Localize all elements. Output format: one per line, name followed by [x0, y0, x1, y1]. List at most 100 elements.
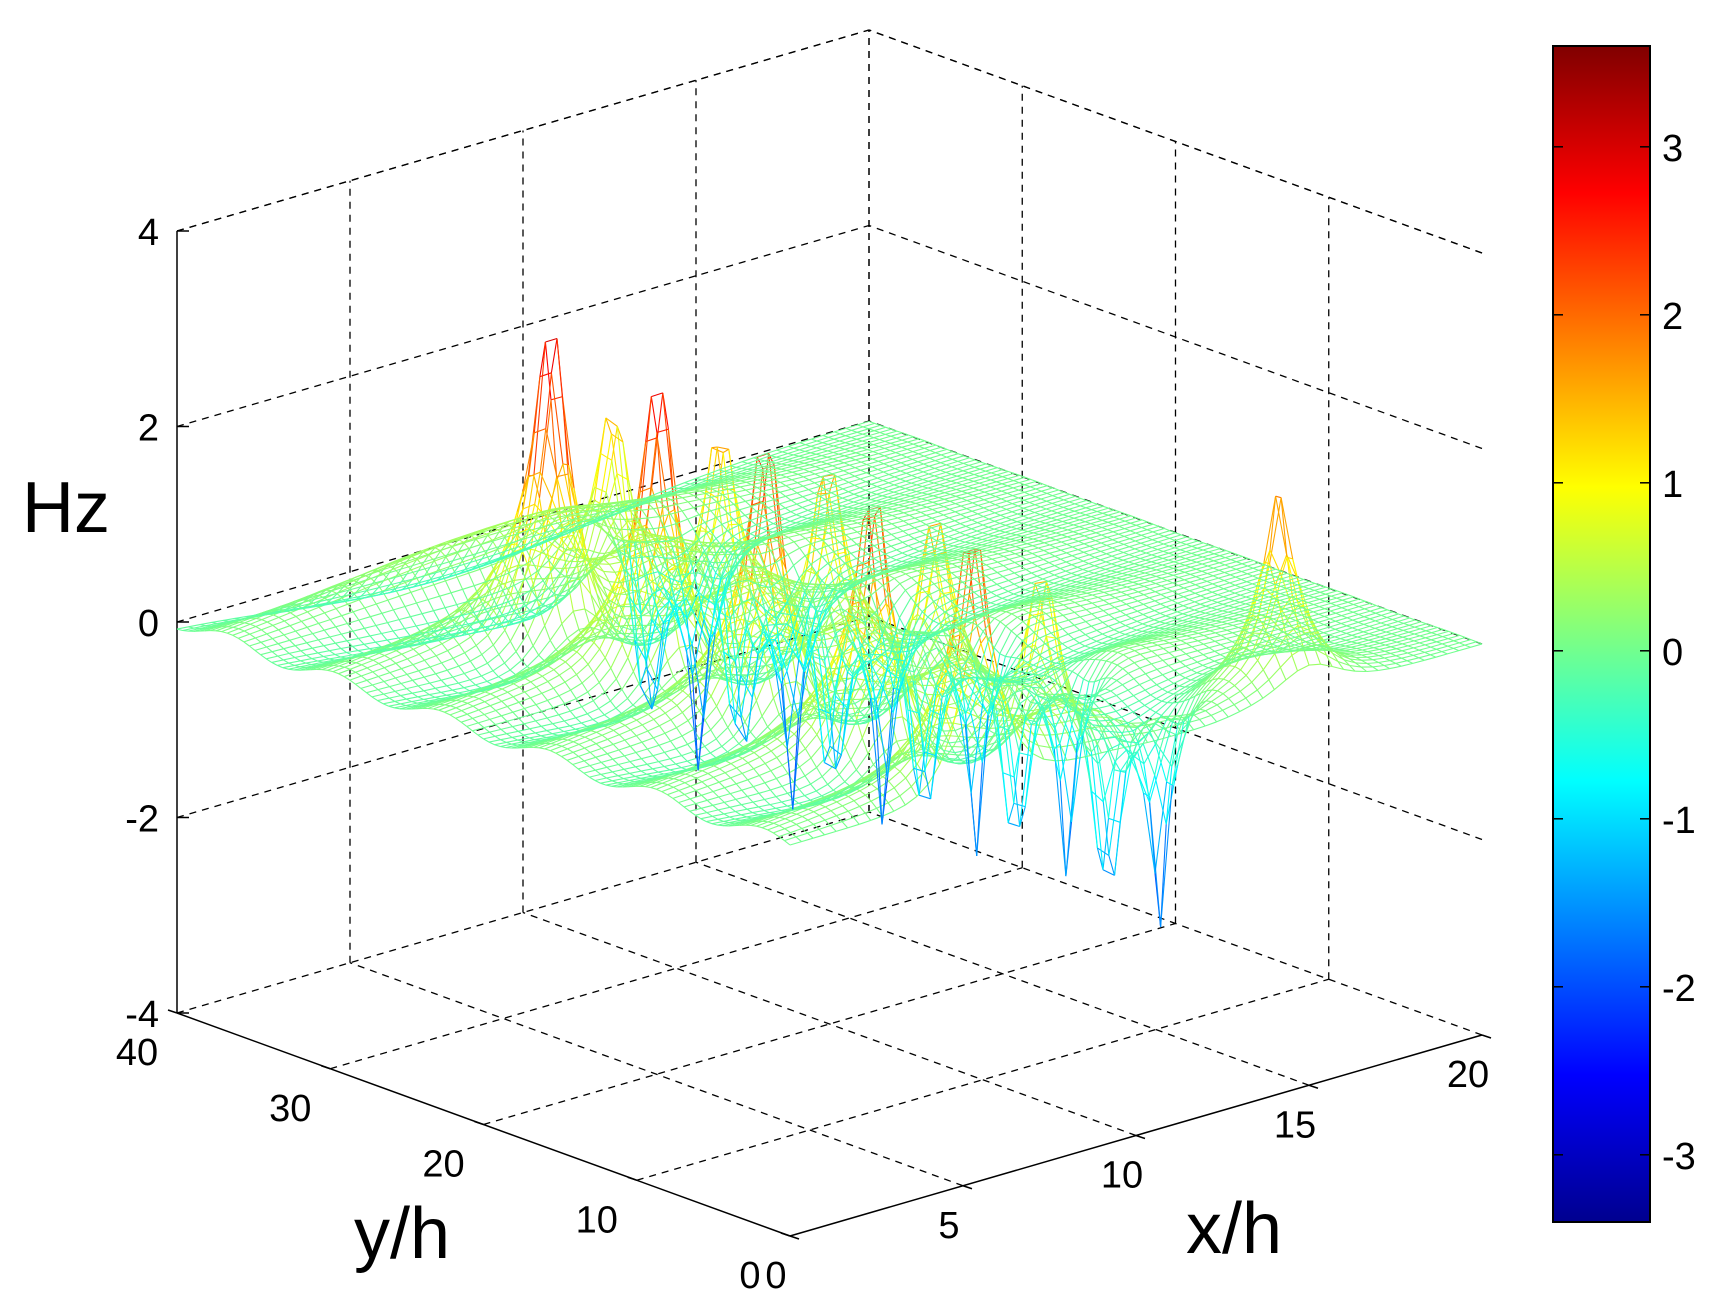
mesh-segment [1073, 638, 1080, 644]
mesh-segment [1139, 663, 1152, 669]
mesh-segment [1403, 622, 1410, 626]
mesh-segment [1192, 628, 1205, 633]
mesh-segment [1173, 677, 1186, 684]
mesh-segment [1330, 599, 1343, 604]
mesh-segment [1038, 544, 1050, 549]
mesh-segment [1258, 577, 1265, 581]
mesh-segment [986, 553, 999, 558]
mesh-segment [1130, 519, 1143, 524]
mesh-segment [1248, 653, 1261, 658]
mesh-segment [1157, 552, 1169, 558]
mesh-segment [997, 568, 1009, 574]
mesh-segment [1211, 591, 1219, 596]
mesh-segment [1049, 544, 1056, 549]
mesh-segment [1181, 729, 1194, 734]
mesh-segment [1138, 700, 1146, 706]
mesh-segment [1109, 584, 1122, 589]
mesh-segment [1146, 536, 1153, 541]
mesh-segment [1190, 563, 1203, 568]
mesh-segment [1044, 532, 1057, 537]
mesh-segment [983, 698, 991, 705]
mesh-segment [1008, 684, 1021, 686]
mesh-segment [1103, 591, 1110, 596]
mesh-segment [1071, 724, 1078, 741]
mesh-segment [1247, 569, 1259, 575]
mesh-segment [1268, 593, 1281, 598]
mesh-segment [1017, 505, 1024, 509]
mesh-segment [1045, 613, 1052, 619]
mesh-segment [1030, 578, 1043, 584]
mesh-segment [1395, 660, 1408, 664]
mesh-segment [1286, 584, 1298, 589]
mesh-segment [1093, 580, 1105, 585]
mesh-segment [1103, 589, 1116, 593]
mesh-segment [1176, 614, 1189, 620]
mesh-segment [1115, 706, 1128, 712]
mesh-segment [1108, 625, 1115, 631]
mesh-segment [1251, 590, 1258, 595]
mesh-segment [1014, 572, 1021, 578]
mesh-segment [1084, 717, 1091, 729]
mesh-segment [1055, 529, 1068, 534]
mesh-segment [1029, 645, 1036, 666]
mesh-segment [1159, 623, 1171, 629]
mesh-segment [1002, 772, 1015, 778]
mesh-segment [1013, 480, 1020, 484]
mesh-segment [1177, 590, 1190, 595]
mesh-segment [989, 509, 996, 514]
mesh-segment [1256, 679, 1270, 691]
mesh-segment [1160, 603, 1167, 608]
mesh-segment [1061, 650, 1074, 657]
mesh-segment [1013, 752, 1020, 804]
mesh-segment [1059, 723, 1067, 744]
mesh-segment [989, 506, 1001, 511]
mesh-segment [1096, 625, 1109, 631]
mesh-segment [1168, 649, 1181, 654]
mesh-segment [1110, 690, 1117, 696]
mesh-segment [1013, 776, 1021, 827]
mesh-segment [1076, 716, 1090, 753]
mesh-segment [1217, 594, 1224, 598]
mesh-segment [1104, 571, 1117, 577]
mesh-segment [988, 514, 1001, 520]
mesh-segment [1007, 485, 1014, 489]
mesh-segment [1044, 643, 1052, 650]
mesh-segment [1245, 592, 1258, 598]
mesh-segment [998, 657, 1012, 688]
mesh-segment [985, 583, 998, 589]
mesh-segment [1174, 547, 1181, 551]
mesh-segment [1135, 635, 1148, 640]
mesh-segment [1293, 636, 1300, 642]
mesh-segment [1116, 561, 1129, 567]
mesh-segment [954, 516, 967, 522]
mesh-segment [1186, 540, 1198, 545]
mesh-segment [1340, 627, 1353, 632]
mesh-segment [1158, 533, 1165, 537]
mesh-segment [1268, 667, 1281, 681]
mesh-segment [971, 524, 984, 530]
mesh-segment [973, 477, 986, 482]
mesh-segment [1230, 563, 1243, 568]
mesh-segment [993, 524, 1006, 530]
mesh-segment [942, 529, 955, 535]
mesh-segment [1378, 660, 1391, 664]
mesh-segment [1095, 544, 1107, 550]
mesh-segment [1314, 586, 1327, 591]
mesh-segment [1048, 567, 1061, 573]
mesh-segment [1085, 503, 1098, 509]
mesh-segment [1171, 605, 1184, 611]
mesh-segment [1087, 573, 1100, 579]
mesh-segment [1252, 572, 1265, 577]
mesh-segment [1088, 567, 1101, 572]
mesh-segment [1459, 634, 1466, 639]
mesh-segment [1021, 664, 1034, 673]
mesh-segment [1018, 596, 1031, 602]
mesh-segment [1129, 526, 1142, 532]
mesh-segment [1157, 642, 1170, 646]
mesh-segment [1193, 714, 1200, 720]
mesh-segment [1096, 847, 1104, 870]
mesh-segment [1028, 612, 1035, 618]
mesh-segment [1041, 693, 1054, 699]
mesh-segment [1001, 495, 1013, 500]
mesh-segment [1012, 600, 1025, 606]
